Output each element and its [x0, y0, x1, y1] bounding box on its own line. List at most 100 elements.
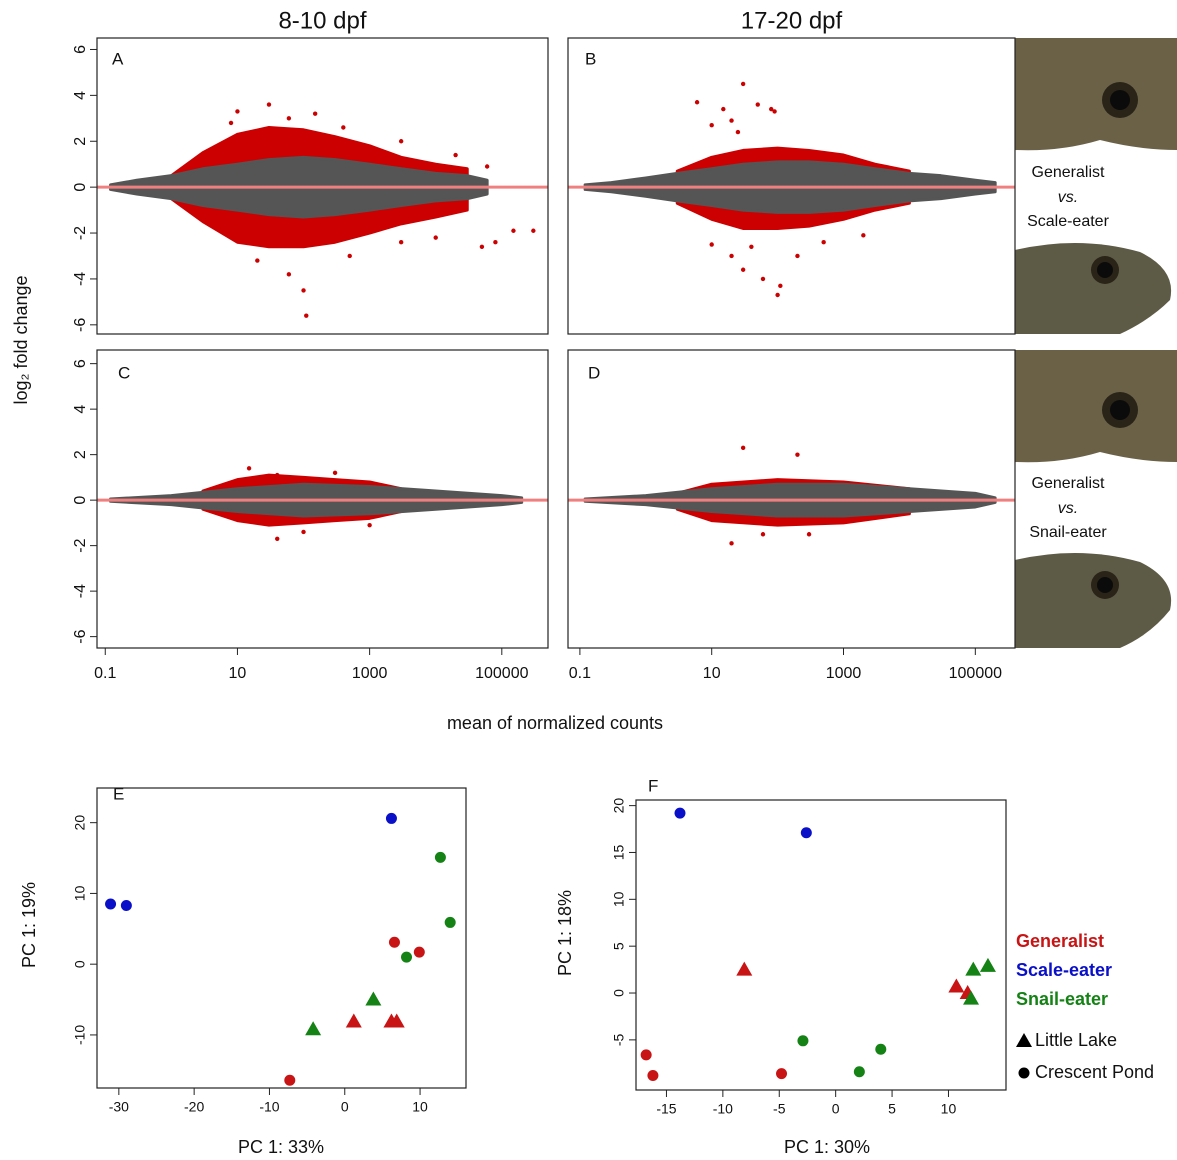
x-tick-label: -20 [184, 1099, 204, 1115]
annotation: Generalist [1032, 475, 1105, 492]
significant-point [304, 313, 309, 318]
plot-frame [96, 787, 467, 1089]
significant-point [709, 122, 714, 128]
legend-label: Generalist [1016, 931, 1104, 951]
x-tick-label: 10 [941, 1101, 957, 1117]
y-tick-label: 6 [72, 359, 89, 368]
significant-point [341, 125, 346, 130]
significant-point [398, 139, 404, 144]
circle-point [853, 1066, 865, 1078]
x-tick-label: -10 [259, 1099, 279, 1115]
significant-point [760, 276, 766, 282]
panel: E PC 1: 33% PC 1: 19% -10 0 10 20 -30 -20 -10 0 10 [19, 784, 467, 1157]
y-tick-label: -6 [72, 318, 89, 332]
y-tick-label: 4 [72, 405, 89, 414]
y-tick-label: 6 [72, 45, 89, 54]
significant-point [775, 292, 780, 298]
significant-point [772, 109, 777, 114]
significant-point [861, 233, 866, 238]
panel: 17-20 dpf B [567, 7, 1016, 335]
legend-label: Little Lake [1035, 1030, 1117, 1050]
significant-point [228, 120, 234, 126]
significant-point [740, 81, 746, 87]
y-tick-label: 15 [611, 844, 627, 860]
circle-point [413, 946, 425, 958]
panel-letter: E [113, 784, 124, 803]
fish-generalist [1015, 38, 1177, 151]
significant-point [367, 522, 372, 528]
x-axis-title: PC 1: 33% [238, 1137, 324, 1157]
y-tick-label: 20 [72, 815, 88, 831]
annotation: vs. [1058, 500, 1078, 517]
y-tick-label: -5 [611, 1033, 627, 1046]
significant-point [275, 536, 280, 542]
annotation: Scale-eater [1027, 213, 1109, 230]
fish-snail-eater [1015, 552, 1172, 648]
panel-letter: B [585, 49, 596, 68]
plot-frame [567, 37, 1016, 335]
significant-point [347, 253, 352, 259]
circle-point [875, 1043, 887, 1055]
y-tick-label: 10 [72, 885, 88, 901]
plot-frame [96, 37, 549, 335]
y-axis-title: log₂ fold change [11, 275, 31, 404]
triangle-point [979, 957, 996, 972]
circle-point [120, 899, 132, 911]
circle-point [797, 1035, 809, 1047]
significant-point [821, 240, 826, 245]
y-tick-label: 4 [72, 91, 89, 100]
x-tick-label: -10 [713, 1101, 733, 1117]
significant-point [433, 235, 438, 240]
y-tick-label: -6 [72, 629, 89, 643]
y-tick-label: -4 [72, 584, 89, 598]
significant-point [769, 106, 774, 112]
fish-scale-eater [1015, 242, 1172, 334]
y-tick-label: 0 [611, 989, 627, 997]
annotation: Snail-eater [1029, 524, 1107, 541]
column-title: 8-10 dpf [278, 7, 366, 34]
triangle-point [305, 1021, 322, 1036]
circle-point [434, 851, 446, 863]
significant-point [479, 244, 485, 250]
significant-point [729, 253, 734, 259]
x-tick-label: 0 [832, 1101, 840, 1117]
y-tick-label: 10 [611, 891, 627, 907]
significant-point [301, 529, 306, 535]
significant-point [760, 532, 766, 537]
y-axis-title: PC 1: 19% [19, 882, 39, 968]
significant-point [740, 267, 746, 272]
y-tick-label: 2 [72, 450, 89, 459]
panel-letter: D [588, 363, 600, 382]
y-tick-label: 20 [611, 798, 627, 814]
y-tick-label: 5 [611, 942, 627, 950]
circle-point [640, 1049, 652, 1061]
significant-point [493, 240, 498, 245]
legend-label: Crescent Pond [1035, 1062, 1154, 1082]
significant-point [740, 445, 746, 451]
triangle-point [965, 961, 982, 976]
panel-letter: C [118, 363, 130, 382]
fish-generalist [1015, 350, 1177, 463]
x-axis-title: mean of normalized counts [447, 713, 663, 733]
circle-point [385, 812, 397, 824]
y-tick-label: -2 [72, 226, 89, 240]
significant-point [301, 288, 306, 293]
significant-point [795, 452, 800, 457]
significant-point [755, 102, 760, 107]
significant-point [531, 228, 536, 233]
y-tick-label: -4 [72, 272, 89, 286]
significant-point [286, 272, 292, 277]
plot-frame [567, 349, 1016, 649]
panel: F PC 1: 30% PC 1: 18% -5 0 5 10 15 20 -15 -10 -5 0 5 1… [555, 776, 1154, 1156]
circle-point [401, 951, 413, 963]
x-tick-label: 1000 [826, 665, 862, 682]
significant-point [398, 240, 404, 245]
significant-point [235, 109, 240, 114]
y-axis-title: PC 1: 18% [555, 890, 575, 976]
significant-point [729, 541, 734, 546]
significant-point [286, 116, 292, 121]
panel: 8-10 dpf A -6 -4 -2 0 2 4 6 [72, 7, 549, 335]
significant-point [806, 532, 812, 537]
x-tick-label: 0.1 [569, 665, 591, 682]
